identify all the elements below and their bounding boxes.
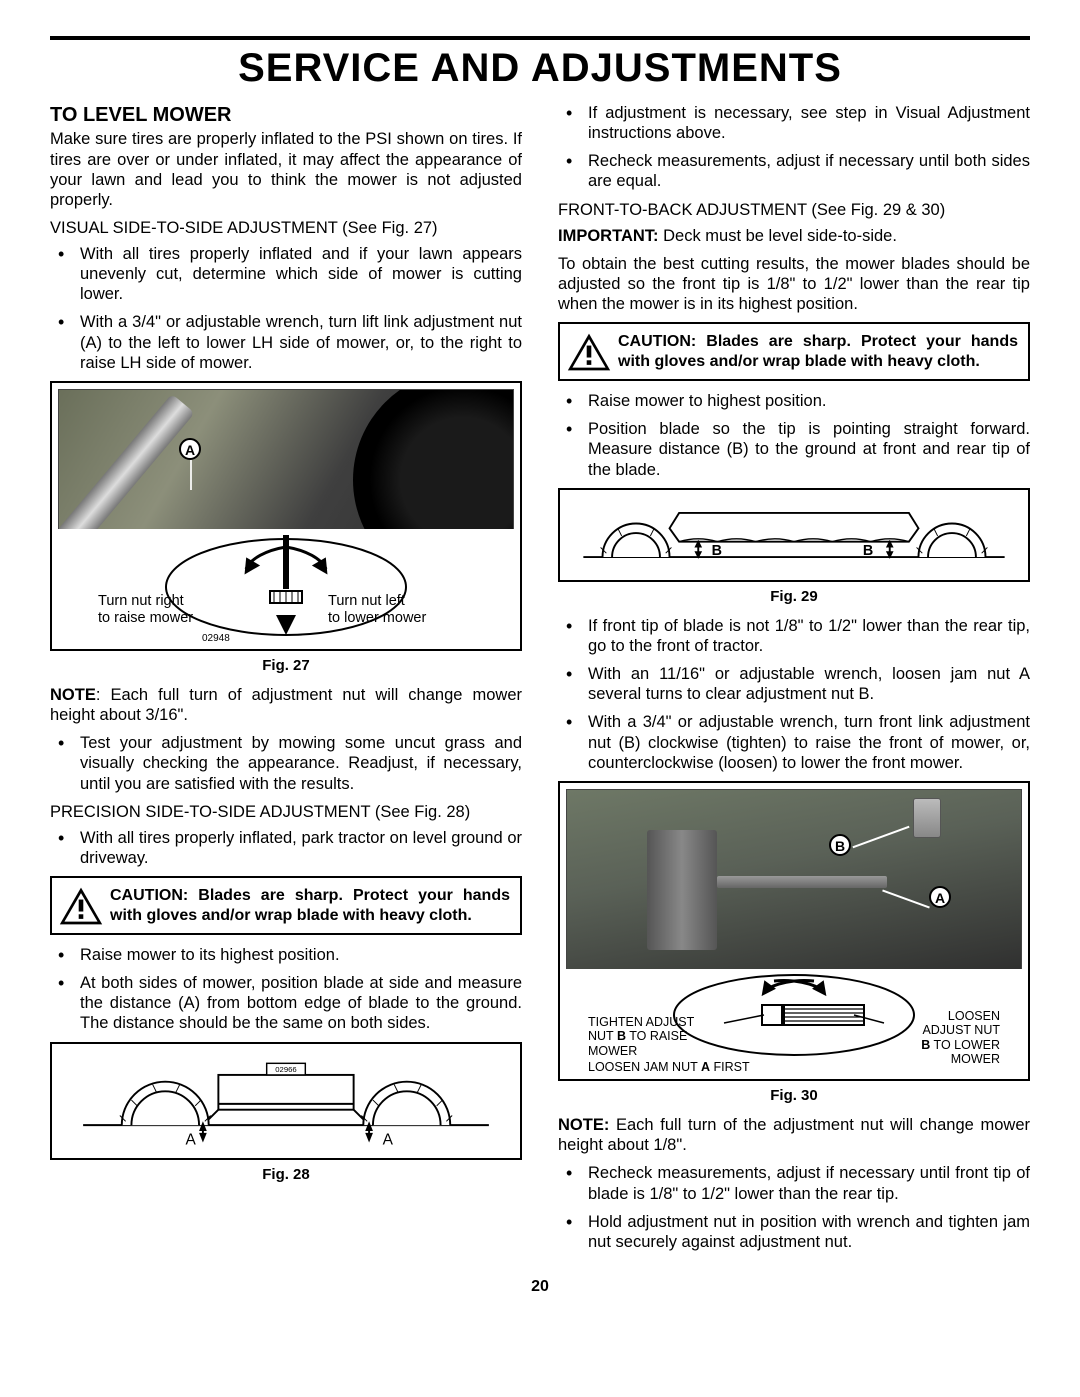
list-item: With a 3/4" or adjustable wrench, turn f… [558, 712, 1030, 772]
list-item: If adjustment is necessary, see step in … [558, 103, 1030, 143]
important-line: IMPORTANT: Deck must be level side-to-si… [558, 226, 1030, 246]
fig27-diagram: Turn nut right to raise mower Turn nut l… [52, 529, 520, 649]
rule-top [50, 36, 1030, 40]
page-title: SERVICE AND ADJUSTMENTS [50, 46, 1030, 91]
svg-text:02966: 02966 [275, 1065, 296, 1074]
visual-list: With all tires properly inflated and if … [50, 244, 522, 373]
important-label: IMPORTANT: [558, 227, 659, 245]
caution-text-1: CAUTION: Blades are sharp. Protect your … [110, 878, 520, 933]
fig30-photo: B A [566, 789, 1022, 979]
caution-box-1: CAUTION: Blades are sharp. Protect your … [50, 876, 522, 935]
left-column: To Level Mower Make sure tires are prope… [50, 103, 522, 1260]
fig30-label-b: B [829, 834, 851, 856]
list-item: With an 11/16" or adjustable wrench, loo… [558, 664, 1030, 704]
fig28-caption: Fig. 28 [50, 1166, 522, 1184]
list-item: Recheck measurements, adjust if necessar… [558, 1163, 1030, 1203]
page-number: 20 [50, 1278, 1030, 1296]
fig27-code: 02948 [202, 633, 230, 645]
note2-text: Each full turn of the adjustment nut wil… [558, 1116, 1030, 1154]
list-item: Recheck measurements, adjust if necessar… [558, 151, 1030, 191]
columns: To Level Mower Make sure tires are prope… [50, 103, 1030, 1260]
svg-text:A: A [383, 1131, 394, 1148]
final-list: Recheck measurements, adjust if necessar… [558, 1163, 1030, 1252]
list-item: With all tires properly inflated and if … [50, 244, 522, 304]
svg-text:A: A [186, 1131, 197, 1148]
fig30-diagram: TIGHTEN ADJUSTNUT B TO RAISEMOWER LOOSEN… [560, 969, 1028, 1079]
fig27-text-left: Turn nut left to lower mower [328, 593, 426, 626]
list-item: Raise mower to its highest position. [50, 945, 522, 965]
list-item: With all tires properly inflated, park t… [50, 828, 522, 868]
fig30-text-loosen: LOOSENADJUST NUTB TO LOWERMOWER [921, 1009, 1000, 1067]
ftb-intro: To obtain the best cutting results, the … [558, 254, 1030, 314]
fig27-text-right: Turn nut right to raise mower [98, 593, 193, 626]
warning-icon [560, 324, 618, 379]
figure-29: B B [558, 488, 1030, 582]
important-text: Deck must be level side-to-side. [659, 227, 897, 245]
ftb-head: FRONT-TO-BACK ADJUSTMENT (See Fig. 29 & … [558, 200, 1030, 220]
caution-text-2: CAUTION: Blades are sharp. Protect your … [618, 324, 1028, 379]
warning-icon [52, 878, 110, 933]
fig27-label-a: A [179, 438, 201, 460]
list-item: At both sides of mower, position blade a… [50, 973, 522, 1033]
figure-30: B A [558, 781, 1030, 1081]
right-top-list: If adjustment is necessary, see step in … [558, 103, 1030, 192]
section-heading: To Level Mower [50, 103, 522, 127]
svg-text:B: B [712, 543, 722, 559]
precision-list: With all tires properly inflated, park t… [50, 828, 522, 868]
precision-head: PRECISION SIDE-TO-SIDE ADJUSTMENT (See F… [50, 802, 522, 822]
note1: NOTE: Each full turn of adjustment nut w… [50, 685, 522, 725]
note1-label: NOTE [50, 686, 96, 704]
note2-label: NOTE: [558, 1116, 609, 1134]
fig30-label-a: A [929, 886, 951, 908]
ftb-list2: If front tip of blade is not 1/8" to 1/2… [558, 616, 1030, 773]
fig27-caption: Fig. 27 [50, 657, 522, 675]
fig29-caption: Fig. 29 [558, 588, 1030, 606]
list-item: Test your adjustment by mowing some uncu… [50, 733, 522, 793]
list-item: Hold adjustment nut in position with wre… [558, 1212, 1030, 1252]
note1-text: : Each full turn of adjustment nut will … [50, 686, 522, 724]
fig30-text-jam: LOOSEN JAM NUT A FIRST [588, 1060, 750, 1074]
note2: NOTE: Each full turn of the adjustment n… [558, 1115, 1030, 1155]
fig30-caption: Fig. 30 [558, 1087, 1030, 1105]
figure-27: A Turn nut right [50, 381, 522, 651]
fig30-text-tighten: TIGHTEN ADJUSTNUT B TO RAISEMOWER [588, 1015, 694, 1058]
list-item: Raise mower to highest position. [558, 391, 1030, 411]
intro-para: Make sure tires are properly inflated to… [50, 129, 522, 210]
list-item: Position blade so the tip is pointing st… [558, 419, 1030, 479]
after-caution-list: Raise mower to its highest position. At … [50, 945, 522, 1034]
visual-head: VISUAL SIDE-TO-SIDE ADJUSTMENT (See Fig.… [50, 218, 522, 238]
figure-28: 02966 A A [50, 1042, 522, 1160]
fig27-photo: A [58, 389, 514, 549]
ftb-list1: Raise mower to highest position. Positio… [558, 391, 1030, 480]
list-item: With a 3/4" or adjustable wrench, turn l… [50, 312, 522, 372]
test-list: Test your adjustment by mowing some uncu… [50, 733, 522, 793]
list-item: If front tip of blade is not 1/8" to 1/2… [558, 616, 1030, 656]
right-column: If adjustment is necessary, see step in … [558, 103, 1030, 1260]
svg-text:B: B [863, 543, 873, 559]
caution-box-2: CAUTION: Blades are sharp. Protect your … [558, 322, 1030, 381]
